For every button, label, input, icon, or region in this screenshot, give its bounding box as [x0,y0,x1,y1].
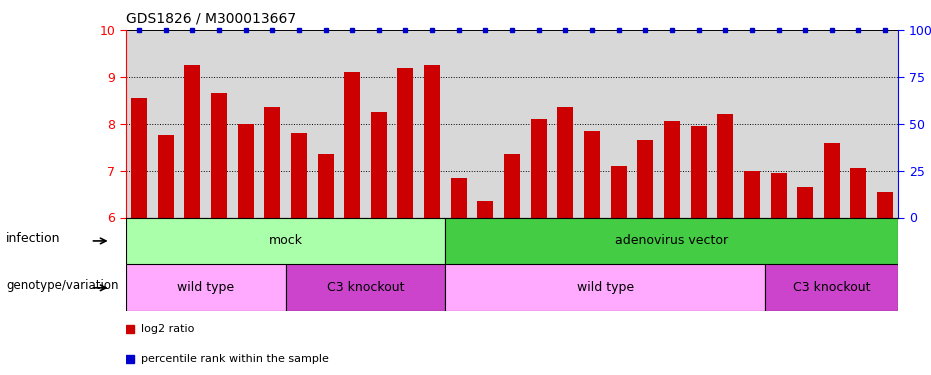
Bar [451,178,466,218]
Bar [797,187,813,218]
Bar [531,119,546,218]
Bar [371,112,386,218]
Bar [877,192,893,217]
Bar [184,65,200,218]
Bar [717,114,734,218]
Bar [211,93,227,218]
Text: GDS1826 / M300013667: GDS1826 / M300013667 [126,11,296,25]
Bar [445,264,765,311]
Bar [290,133,307,218]
Bar [445,217,898,264]
Text: C3 knockout: C3 knockout [793,281,870,294]
Bar [126,217,445,264]
Text: percentile rank within the sample: percentile rank within the sample [142,354,329,364]
Bar [398,68,413,218]
Text: genotype/variation: genotype/variation [7,279,119,292]
Bar [504,154,520,218]
Bar [478,201,493,217]
Bar [664,122,680,218]
Bar [425,65,440,218]
Text: infection: infection [7,232,61,245]
Bar [824,142,840,218]
Bar [286,264,445,311]
Bar [157,135,174,218]
Bar [638,140,654,218]
Bar [131,98,147,218]
Text: wild type: wild type [576,281,634,294]
Text: mock: mock [268,234,303,248]
Text: C3 knockout: C3 knockout [327,281,404,294]
Bar [126,264,286,311]
Bar [611,166,627,218]
Bar [344,72,360,217]
Bar [584,131,600,218]
Bar [771,173,787,217]
Bar [264,107,280,218]
Text: adenovirus vector: adenovirus vector [615,234,728,248]
Bar [317,154,333,218]
Text: wild type: wild type [177,281,235,294]
Bar [237,124,253,218]
Bar [850,168,867,217]
Bar [765,264,898,311]
Bar [558,107,573,218]
Bar [744,171,760,217]
Bar [691,126,707,218]
Text: log2 ratio: log2 ratio [142,324,195,334]
